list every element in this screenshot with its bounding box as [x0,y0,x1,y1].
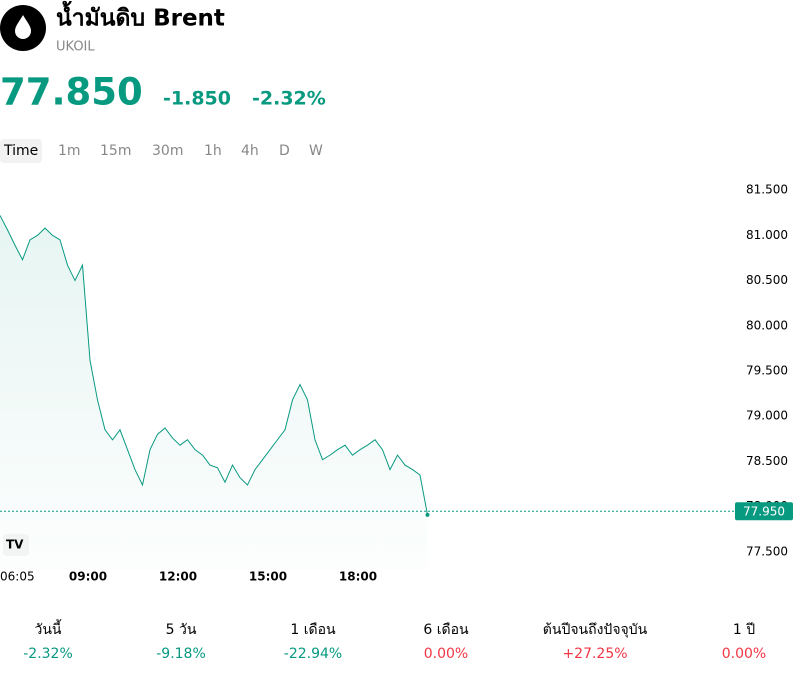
timeframe-tab[interactable]: D [279,143,290,159]
x-tick-label: 15:00 [249,570,287,584]
drop-icon [15,15,31,39]
performance-value[interactable]: -9.18% [156,646,206,662]
y-tick-label: 79.500 [746,364,788,378]
performance-label[interactable]: 6 เดือน [423,622,469,638]
x-tick-label: 18:00 [339,570,377,584]
performance-value[interactable]: 0.00% [722,646,766,662]
timeframe-tab[interactable]: 1m [58,143,81,159]
y-tick-label: 81.000 [746,228,788,242]
performance-value[interactable]: 0.00% [424,646,468,662]
title: น้ำมันดิบ Brent [56,1,225,32]
timeframe-tab[interactable]: 4h [241,143,259,159]
x-tick-label: 12:00 [159,570,197,584]
performance-label[interactable]: 1 เดือน [290,622,336,638]
timeframe-tab[interactable]: Time [3,143,38,159]
performance-value[interactable]: +27.25% [562,646,627,662]
timeframe-tab[interactable]: 30m [152,143,183,159]
performance-value[interactable]: -22.94% [284,646,342,662]
change-percent: -2.32% [252,88,326,110]
y-tick-label: 80.000 [746,318,788,332]
x-tick-label: 06:05 [0,570,35,584]
timeframe-tab[interactable]: W [309,143,323,159]
line-area [0,215,428,570]
timeframe-tab[interactable]: 1h [204,143,222,159]
y-tick-label: 80.500 [746,273,788,287]
last-price-badge [735,502,793,521]
timeframe-tab[interactable]: 15m [100,143,131,159]
price-line [0,215,428,515]
symbol: UKOIL [56,40,95,55]
performance-label[interactable]: 5 วัน [166,622,197,638]
y-tick-label: 78.500 [746,454,788,468]
last-price-label: 77.950 [743,505,785,519]
y-tick-label: 81.500 [746,183,788,197]
y-tick-label: 79.000 [746,409,788,423]
performance-label[interactable]: 1 ปี [733,622,755,638]
y-tick-label: 77.500 [746,544,788,558]
performance-value[interactable]: -2.32% [23,646,73,662]
last-point [425,512,430,517]
price: 77.850 [0,71,143,114]
change: -1.850 [163,88,231,110]
performance-label[interactable]: วันนี้ [34,619,62,638]
performance-label[interactable]: ต้นปีจนถึงปัจจุบัน [543,622,648,638]
selected-tab-bg [0,139,42,163]
x-tick-label: 09:00 [69,570,107,584]
